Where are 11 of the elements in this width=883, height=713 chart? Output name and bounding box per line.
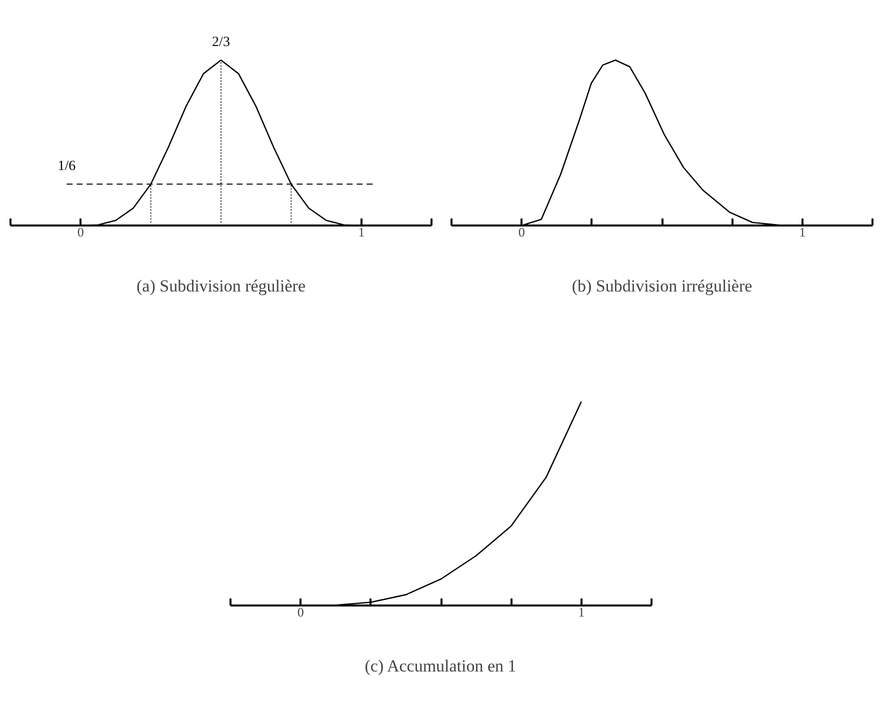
x-tick-label: 0 bbox=[77, 224, 84, 240]
text: (a) Subdivision régulière bbox=[136, 276, 306, 296]
x-tick-label: 1 bbox=[799, 224, 806, 240]
x-tick-label: 0 bbox=[297, 604, 304, 620]
text: (c) Accumulation en 1 bbox=[364, 656, 516, 676]
annotation: 1/6 bbox=[58, 159, 76, 174]
x-tick-label: 1 bbox=[578, 604, 585, 620]
x-tick-label: 0 bbox=[518, 224, 525, 240]
text: (b) Subdivision irrégulière bbox=[572, 276, 752, 296]
annotation: 2/3 bbox=[212, 35, 230, 50]
x-tick-label: 1 bbox=[358, 224, 365, 240]
